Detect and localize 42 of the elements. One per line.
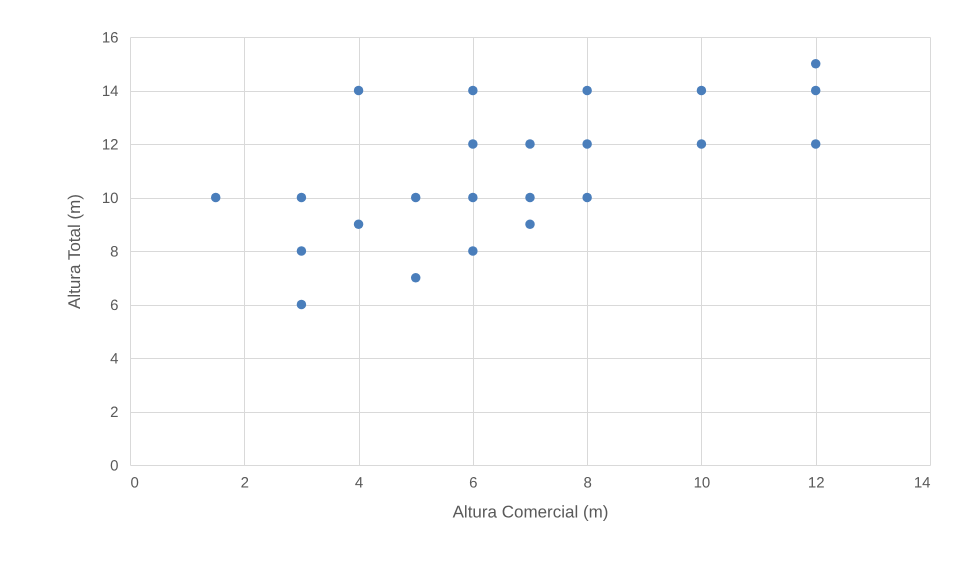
point [468,139,478,149]
y-tick-label: 12 [102,136,118,154]
y-tick-label: 2 [110,404,118,421]
point [582,192,592,202]
x-tick-label: 4 [354,474,364,492]
y-tick-label: 6 [110,297,118,314]
x-tick-label: 12 [808,474,825,492]
y-tick-label: 4 [110,350,118,368]
point [696,86,706,96]
x-tick-label: 10 [694,474,710,492]
point [296,300,306,310]
point [296,192,306,202]
point [525,139,535,149]
y-tick-label: 8 [110,244,118,260]
point [410,273,420,282]
point [525,192,535,202]
point [210,192,220,202]
point [468,86,478,96]
point [525,220,535,229]
point [810,86,820,96]
y-axis-title: Altura Total (m) [64,194,84,309]
y-tick-label: 16 [102,30,118,46]
x-axis-title: Altura Comercial (m) [452,502,608,522]
point [468,192,478,202]
point [810,59,820,68]
x-tick-label: 8 [583,474,592,492]
point [354,86,364,96]
point [468,246,478,256]
point [354,220,364,229]
y-tick-label: 14 [102,83,118,100]
point [410,192,420,202]
x-tick-label: 0 [130,474,139,492]
point [582,139,592,149]
point [810,139,820,149]
point [296,246,306,256]
point [696,139,706,149]
x-tick-label: 6 [469,474,478,492]
y-tick-label: 0 [110,458,118,474]
point [582,86,592,96]
x-tick-label: 2 [240,474,249,492]
y-tick-label: 10 [102,190,118,207]
x-tick-label: 14 [914,474,930,492]
